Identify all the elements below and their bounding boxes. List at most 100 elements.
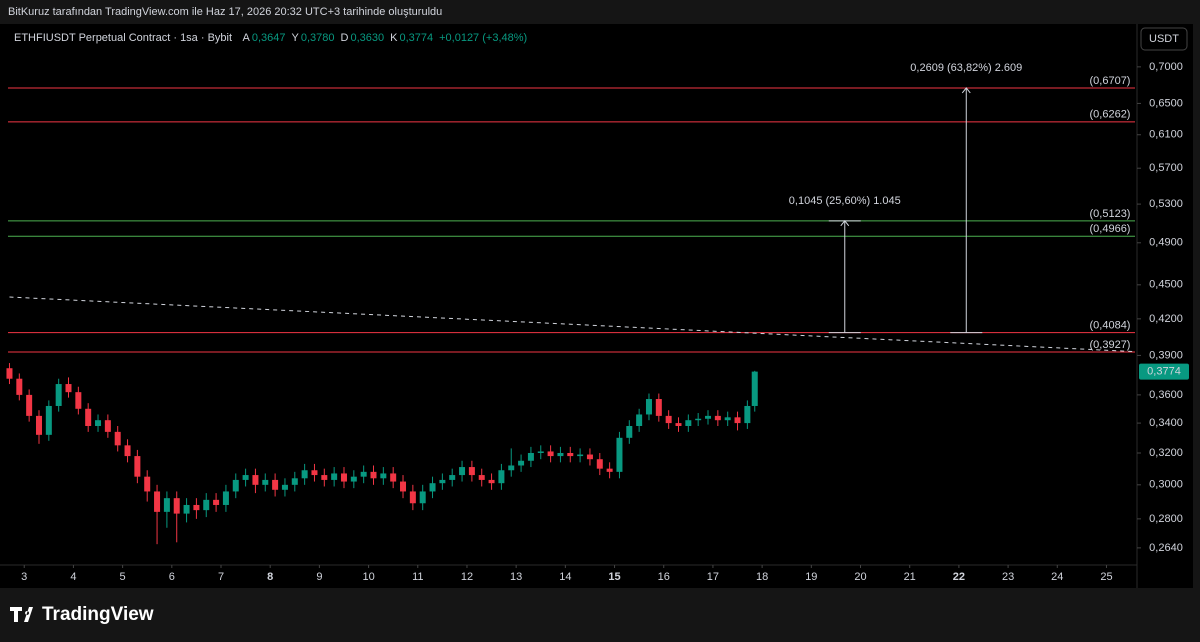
candle-body bbox=[311, 470, 318, 476]
candle-body bbox=[478, 475, 485, 480]
candle-body bbox=[262, 479, 269, 485]
y-tick-label: 0,4900 bbox=[1149, 237, 1183, 249]
level-label: (0,3927) bbox=[1090, 339, 1131, 351]
currency-button[interactable] bbox=[1140, 27, 1188, 51]
candle-body bbox=[104, 420, 111, 432]
candle-body bbox=[557, 452, 564, 457]
candle-body bbox=[134, 456, 141, 477]
x-tick-label: 14 bbox=[559, 571, 571, 583]
candle-body bbox=[724, 417, 731, 421]
x-tick-label: 9 bbox=[316, 571, 322, 583]
currency[interactable]: USDT bbox=[1149, 33, 1179, 45]
candle-body bbox=[45, 405, 52, 435]
price-tag bbox=[1139, 363, 1189, 380]
candle-body bbox=[419, 491, 426, 504]
candle-body bbox=[390, 473, 397, 482]
candle-body bbox=[518, 460, 525, 466]
x-tick-label: 7 bbox=[218, 571, 224, 583]
level-label: (0,4084) bbox=[1090, 320, 1131, 332]
candle-body bbox=[360, 471, 367, 477]
y-tick-label: 0,3400 bbox=[1149, 417, 1183, 429]
candle-body bbox=[114, 431, 121, 446]
x-tick-label: 4 bbox=[70, 571, 76, 583]
candle-body bbox=[350, 476, 357, 482]
candle-body bbox=[85, 408, 92, 426]
candle-body bbox=[429, 483, 436, 492]
x-tick-label: 6 bbox=[169, 571, 175, 583]
candle-body bbox=[183, 504, 190, 514]
candle-body bbox=[222, 491, 229, 505]
candle-body bbox=[734, 417, 741, 424]
x-tick-label: 22 bbox=[953, 571, 965, 583]
candle-body bbox=[95, 420, 102, 426]
candle-body bbox=[55, 384, 62, 406]
candle-body bbox=[606, 468, 613, 472]
candle-body bbox=[655, 399, 662, 416]
candle-body bbox=[35, 415, 42, 435]
candle-body bbox=[468, 467, 475, 476]
candle-body bbox=[459, 467, 466, 476]
legend-change: +0,0127 (+3,48%) bbox=[439, 32, 527, 44]
y-tick-label: 0,7000 bbox=[1149, 61, 1183, 73]
y-tick-label: 0,6500 bbox=[1149, 97, 1183, 109]
candle-body bbox=[596, 459, 603, 469]
candle-body bbox=[340, 473, 347, 482]
legend-value: 0,3647 bbox=[252, 32, 286, 44]
candle-body bbox=[508, 465, 515, 471]
candle-body bbox=[400, 481, 407, 492]
candle-body bbox=[203, 499, 210, 511]
candle-body bbox=[636, 414, 643, 426]
candle-body bbox=[281, 484, 288, 490]
candle-body bbox=[370, 471, 377, 479]
x-tick-label: 17 bbox=[707, 571, 719, 583]
candle-body bbox=[409, 491, 416, 504]
x-tick-label: 13 bbox=[510, 571, 522, 583]
x-tick-label: 25 bbox=[1100, 571, 1112, 583]
x-tick-label: 16 bbox=[658, 571, 670, 583]
candle-body bbox=[291, 478, 298, 485]
candle-body bbox=[527, 452, 534, 461]
y-tick-label: 0,3200 bbox=[1149, 447, 1183, 459]
candle-body bbox=[645, 399, 652, 415]
logo bbox=[10, 607, 33, 622]
candle-body bbox=[586, 454, 593, 460]
legend-key: D bbox=[341, 32, 349, 44]
x-tick-label: 18 bbox=[756, 571, 768, 583]
candle-body bbox=[488, 479, 495, 484]
candle-body bbox=[685, 420, 692, 426]
y-tick-label: 0,2800 bbox=[1149, 513, 1183, 525]
symbol: ETHFIUSDT Perpetual Contract · 1sa · Byb… bbox=[14, 32, 232, 44]
candle-body bbox=[744, 405, 751, 424]
candle-body bbox=[321, 475, 328, 480]
y-tick-label: 0,3600 bbox=[1149, 389, 1183, 401]
x-tick-label: 24 bbox=[1051, 571, 1063, 583]
legend-value: 0,3630 bbox=[350, 32, 384, 44]
candle-body bbox=[577, 454, 584, 457]
candle-body bbox=[714, 415, 721, 421]
measure-label: 0,2609 (63,82%) 2.609 bbox=[910, 62, 1022, 74]
candle-body bbox=[547, 451, 554, 457]
candle-body bbox=[751, 371, 758, 406]
candle-body bbox=[439, 479, 446, 484]
candle-body bbox=[26, 394, 33, 416]
candle-body bbox=[567, 452, 574, 457]
candle-body bbox=[705, 415, 712, 419]
y-tick-label: 0,3900 bbox=[1149, 349, 1183, 361]
candle-body bbox=[75, 392, 82, 409]
x-tick-label: 23 bbox=[1002, 571, 1014, 583]
candle-body bbox=[6, 368, 13, 379]
legend-key: K bbox=[390, 32, 398, 44]
legend-value: 0,3774 bbox=[399, 32, 433, 44]
legend-key: A bbox=[243, 32, 251, 44]
x-tick-label: 19 bbox=[805, 571, 817, 583]
legend-value: 0,3780 bbox=[301, 32, 335, 44]
y-tick-label: 0,4500 bbox=[1149, 279, 1183, 291]
header: BitKuruz tarafından TradingView.com ile … bbox=[8, 6, 442, 18]
x-tick-label: 3 bbox=[21, 571, 27, 583]
candle-body bbox=[173, 498, 180, 514]
candle-body bbox=[626, 425, 633, 438]
trendline bbox=[9, 296, 1136, 353]
candle-body bbox=[242, 475, 249, 480]
candle-body bbox=[675, 423, 682, 426]
